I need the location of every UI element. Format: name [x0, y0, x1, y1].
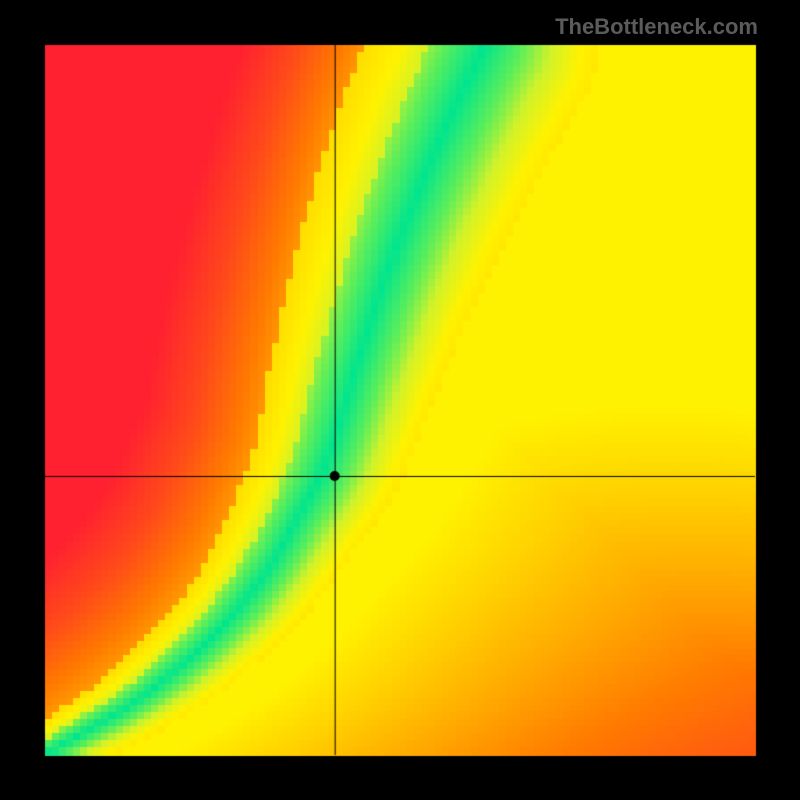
chart-container: TheBottleneck.com [0, 0, 800, 800]
heatmap-canvas [0, 0, 800, 800]
watermark-text: TheBottleneck.com [555, 14, 758, 40]
